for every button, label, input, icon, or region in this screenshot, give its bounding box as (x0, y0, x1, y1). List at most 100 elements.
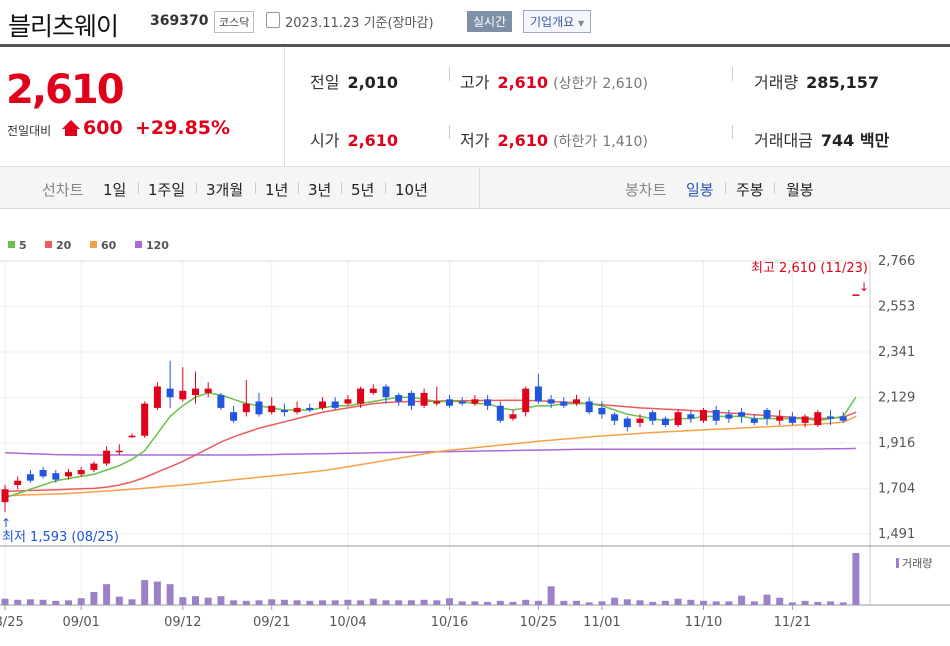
tab-period-1y[interactable]: 1년 (265, 181, 289, 199)
tab-period-5y[interactable]: 5년 (351, 181, 375, 199)
candle-body (344, 399, 352, 404)
candle-body (65, 472, 72, 477)
volume-bar (52, 600, 60, 605)
legend: 5 20 60 120 (8, 239, 169, 252)
candle-body (674, 412, 682, 426)
day-low: 저가 2,610 (하한가 1,410) (460, 131, 648, 150)
y-tick-label: 2,766 (878, 254, 915, 269)
volume-bar (471, 601, 479, 605)
candle-body (395, 395, 403, 402)
volume-bar (319, 600, 326, 605)
candle-body (128, 435, 136, 438)
candle-body (471, 399, 479, 404)
volume-bar (357, 600, 365, 605)
realtime-button[interactable]: 실시간 (467, 11, 513, 32)
calendar-icon (266, 12, 280, 28)
volume-bar (115, 596, 123, 605)
candle-body (687, 414, 695, 419)
candle-body (280, 410, 288, 413)
volume-bar (39, 599, 47, 605)
separator (725, 182, 726, 194)
candle-body (547, 399, 555, 404)
candle-body (801, 416, 809, 423)
candle-body (255, 401, 263, 415)
volume-bar (268, 599, 276, 605)
tab-candle-monthly[interactable]: 월봉 (786, 181, 814, 199)
candle-body (725, 414, 733, 419)
legend-swatch (135, 241, 142, 248)
volume-bar (661, 600, 669, 605)
volume-bar (509, 601, 517, 605)
volume-bar (103, 584, 111, 605)
x-tick-label: 11/10 (685, 615, 722, 630)
candle-body (839, 416, 847, 421)
moving-averages (4, 392, 857, 499)
legend-label: 5 (19, 239, 27, 252)
volume-bar (153, 581, 161, 605)
candle-body (788, 416, 796, 423)
candle-body (331, 401, 339, 408)
tab-period-1w[interactable]: 1주일 (148, 181, 186, 199)
company-overview-button[interactable]: 기업개요 ▼ (523, 10, 592, 33)
volume-bar (407, 600, 415, 605)
volume-bar (204, 597, 212, 605)
volume-bar (750, 601, 758, 605)
x-tick-label: 11/21 (774, 615, 811, 630)
x-tick-label: 08/25 (0, 615, 24, 630)
price-summary: 2,610 전일대비 600 +29.85% (0, 47, 285, 167)
candle-chart-label: 봉차트 (625, 181, 667, 199)
legend-label: 60 (101, 239, 117, 252)
volume-bar (395, 600, 403, 605)
tab-period-10y[interactable]: 10년 (395, 181, 428, 199)
tab-period-3y[interactable]: 3년 (308, 181, 332, 199)
candle-body (712, 410, 720, 421)
volume-bar (496, 600, 504, 605)
tab-candle-weekly[interactable]: 주봉 (736, 181, 764, 199)
candle-body (827, 416, 834, 419)
candle-body (598, 407, 606, 415)
candle-body (293, 407, 301, 413)
volume-bar (674, 598, 682, 605)
candle-body (560, 401, 568, 406)
volume-bar (26, 599, 34, 605)
candle-body (26, 474, 34, 481)
candle-body (52, 473, 60, 480)
change-label: 전일대비 (7, 124, 52, 138)
separator (449, 125, 450, 139)
volume-bar (598, 601, 606, 605)
x-tick-label: 09/01 (62, 615, 99, 630)
volume-bar (141, 580, 149, 605)
candle-body (420, 392, 428, 406)
volume-bar (382, 600, 390, 605)
volume-legend-label: 거래량 (902, 557, 932, 570)
volume-bar (230, 600, 238, 605)
candle-body (522, 388, 530, 413)
volume-bar (255, 600, 263, 605)
volume-bar (484, 601, 492, 605)
low-arrow-icon: ↑ (1, 516, 11, 530)
tab-candle-daily[interactable]: 일봉 (686, 181, 714, 199)
volume-bar (166, 584, 174, 605)
volume-bar (522, 599, 530, 605)
volume-bar (331, 600, 339, 605)
candle-body (103, 450, 111, 464)
candle-body (179, 390, 187, 400)
volume-bar (738, 595, 746, 605)
candle-body (661, 418, 669, 426)
candle-body (306, 407, 314, 411)
x-tick-label: 10/04 (329, 615, 366, 630)
volume-bar (306, 600, 314, 605)
volume-bar (128, 599, 136, 605)
price-change-pct: +29.85% (135, 117, 231, 139)
volume-legend-swatch (896, 558, 899, 568)
tab-period-3m[interactable]: 3개월 (206, 181, 244, 199)
volume-bar (852, 553, 860, 605)
candle-body (763, 410, 771, 419)
candle-body (534, 386, 542, 402)
y-tick-label: 1,491 (878, 527, 915, 542)
tab-period-1d[interactable]: 1일 (103, 181, 127, 199)
candle-body (268, 405, 276, 413)
volume-bar (636, 600, 644, 605)
volume-bar (788, 602, 796, 605)
volume-bar (293, 600, 301, 605)
